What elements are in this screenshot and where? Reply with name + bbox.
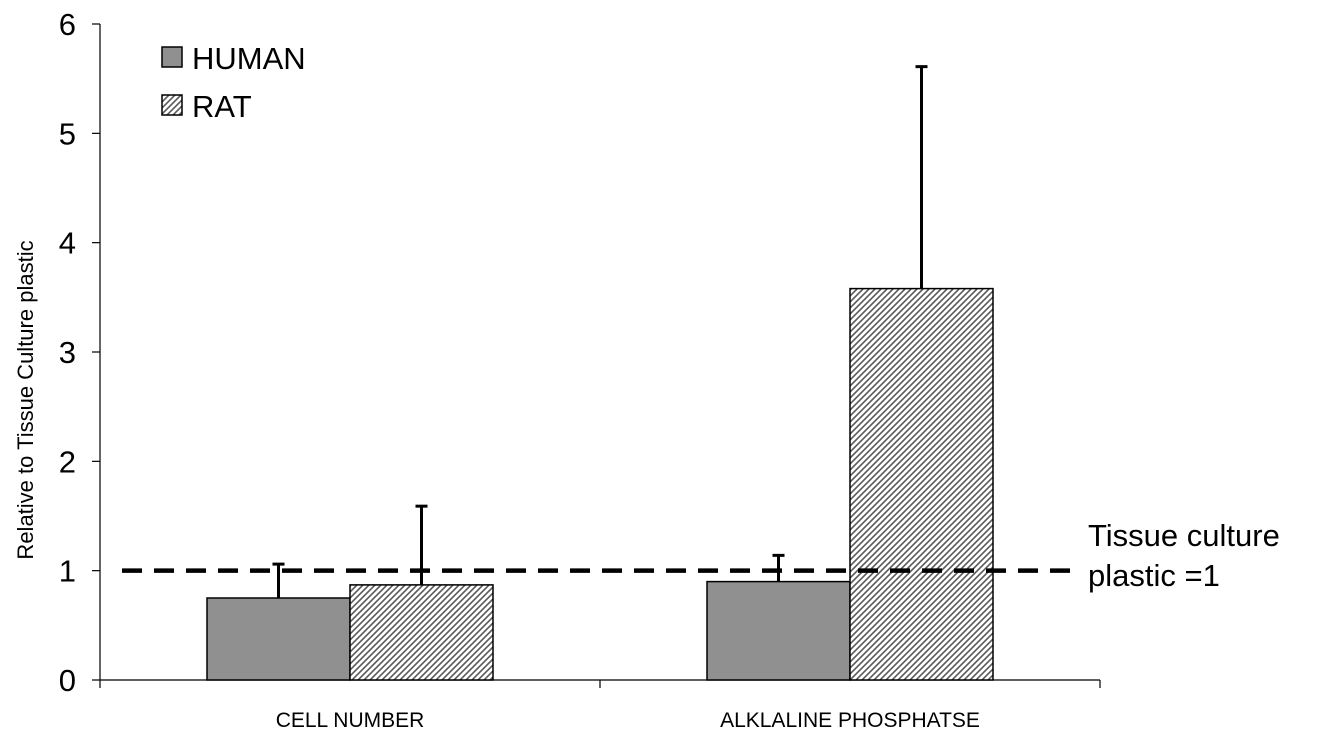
legend-label-rat: RAT — [192, 89, 252, 124]
x-axis-ticks — [99, 680, 1101, 688]
error-bars — [272, 65, 928, 598]
bar-human — [206, 597, 351, 681]
legend: HUMAN RAT — [161, 41, 306, 124]
y-tick-label: 5 — [59, 116, 76, 151]
x-category-label: CELL NUMBER — [276, 709, 425, 732]
y-tick-label: 4 — [59, 226, 76, 261]
y-tick-label: 2 — [59, 444, 76, 479]
reference-label-line-1: Tissue culture — [1088, 518, 1280, 553]
y-tick-label: 0 — [59, 663, 76, 698]
x-category-label: ALKLALINE PHOSPHATSE — [720, 709, 980, 732]
legend-label-human: HUMAN — [192, 41, 306, 76]
reference-label-line-2: plastic =1 — [1088, 558, 1220, 593]
legend-swatch-rat — [161, 94, 183, 116]
y-tick-label: 3 — [59, 335, 76, 370]
y-tick-label: 1 — [59, 554, 76, 589]
y-axis-ticks: 0 1 2 3 4 5 6 — [59, 7, 100, 698]
category-labels: CELL NUMBER ALKLALINE PHOSPHATSE — [276, 709, 980, 732]
bar-human — [706, 580, 851, 681]
bar-rat — [849, 287, 994, 681]
y-tick-label: 6 — [59, 7, 76, 42]
legend-swatch-human — [161, 46, 183, 68]
bars — [206, 287, 994, 681]
bar-rat — [349, 584, 494, 681]
reference-label: Tissue culture plastic =1 — [1088, 518, 1288, 593]
y-axis-title: Relative to Tissue Culture plastic — [13, 240, 38, 559]
